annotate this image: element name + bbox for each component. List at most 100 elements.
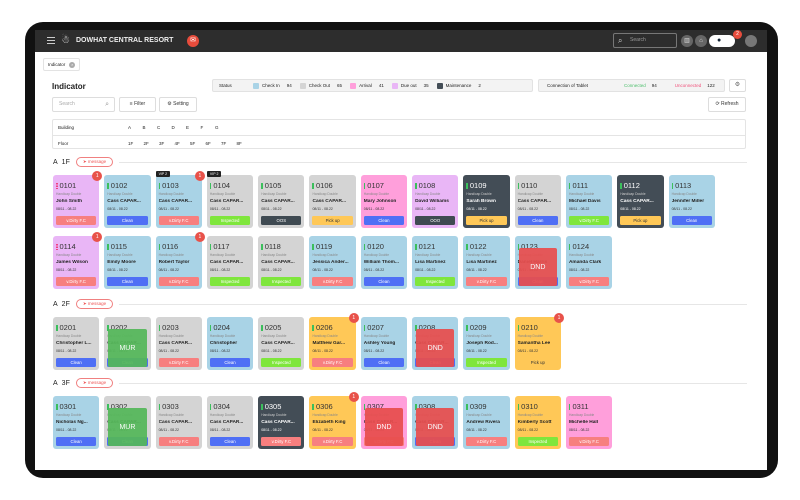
housekeeping-status-button[interactable]: Clean <box>363 216 405 225</box>
room-card[interactable]: 0115 Handicap Double Emily Moore 08/11 - 08… <box>104 236 151 289</box>
housekeeping-status-button[interactable]: v.Dirty F.C <box>158 216 199 225</box>
building-option-F[interactable]: F <box>200 125 204 130</box>
room-card[interactable]: 0204 Handicap Double Christopher 08/11 - 08… <box>206 317 254 370</box>
housekeeping-status-button[interactable]: Clean <box>107 216 148 225</box>
room-card[interactable]: 0118 Handicap Double Cass CAPAR... 08/11 - … <box>258 236 305 289</box>
housekeeping-status-button[interactable]: v.Dirty F.C <box>466 277 507 286</box>
room-card[interactable]: 0207 Handicap Double Ashley Young 08/11 - 0… <box>360 317 408 370</box>
room-card[interactable]: 0102 Handicap Double Cass CAPAR... 08/11 - … <box>104 175 151 228</box>
building-option-E[interactable]: E <box>186 125 190 130</box>
floor-option-7F[interactable]: 7F <box>221 140 227 146</box>
room-card[interactable]: 0124 Handicap Double Amanda Clark 08/11 - 0… <box>565 236 613 289</box>
floor-option-1F[interactable]: 1F <box>128 140 134 146</box>
header-search-input[interactable]: ⌕ Search <box>613 33 677 48</box>
housekeeping-status-button[interactable]: Pick up <box>466 216 507 225</box>
room-card[interactable]: 0304 Handicap Double Cass CAPAR... 08/11 - … <box>206 396 254 449</box>
housekeeping-status-button[interactable]: Clean <box>517 216 558 225</box>
housekeeping-status-button[interactable]: Clean <box>209 437 251 446</box>
room-card[interactable]: 0122 Handicap Double Lisa Martinez 08/11 - … <box>463 236 510 289</box>
floor-option-8F[interactable]: 8F <box>236 140 242 146</box>
room-card[interactable]: 0105 Handicap Double Cass CAPAR... 08/11 - … <box>258 175 305 228</box>
room-card[interactable]: 0206 Handicap Double Matthew Gar... 08/11 -… <box>309 313 359 370</box>
housekeeping-status-button[interactable]: Inspected <box>415 277 456 286</box>
building-option-C[interactable]: C <box>157 125 161 130</box>
housekeeping-status-button[interactable]: v.Dirty F.C <box>568 216 610 225</box>
room-card[interactable]: 0303 Handicap Double Cass CAPAR... 08/11 - … <box>155 396 202 449</box>
room-card[interactable]: 0123Handicap DoubleDaniel Harris08/11 - … <box>514 236 561 289</box>
settings-icon-button[interactable]: ⚙ <box>729 79 746 92</box>
housekeeping-status-button[interactable]: v.Dirty F.C <box>158 358 199 367</box>
room-card[interactable]: 0108 Handicap Double David Williams 08/11 -… <box>412 175 459 228</box>
room-card[interactable]: 0109 Handicap Double Sarah Brown 08/11 - 08… <box>463 175 510 228</box>
room-card[interactable]: 0305 Handicap Double Cass CAPAR... 08/11 - … <box>258 396 305 449</box>
housekeeping-status-button[interactable]: Clean <box>56 437 97 446</box>
housekeeping-status-button[interactable]: Inspected <box>261 358 302 367</box>
building-option-B[interactable]: B <box>142 125 146 130</box>
room-card[interactable]: 0103 Handicap Double Cass CAPAR... 08/11 - … <box>155 171 205 228</box>
room-card[interactable]: 0301 Handicap Double Nicholas Ng... 08/11 -… <box>53 396 100 449</box>
room-card[interactable]: 0311 Handicap Double Michelle Hall 08/11 - … <box>565 396 613 449</box>
room-card[interactable]: 0111 Handicap Double Michael Davis 08/11 - … <box>565 175 613 228</box>
room-card[interactable]: 0201 Handicap Double Christopher L... 08/11… <box>53 317 100 370</box>
housekeeping-status-button[interactable]: Inspected <box>517 437 558 446</box>
message-button[interactable]: ➤ message <box>75 378 114 388</box>
housekeeping-status-button[interactable]: Pick up <box>312 216 353 225</box>
housekeeping-status-button[interactable]: v.Dirty F.C <box>56 216 97 225</box>
building-option-A[interactable]: A <box>128 125 132 130</box>
housekeeping-status-button[interactable]: v.Dirty F.C <box>312 277 353 286</box>
housekeeping-status-button[interactable]: v.Dirty F.C <box>56 277 97 286</box>
housekeeping-status-button[interactable]: Inspected <box>466 358 507 367</box>
avatar[interactable] <box>745 35 757 47</box>
room-card[interactable]: 0119 Handicap Double Jessica Ander... 08/11… <box>309 236 356 289</box>
room-card[interactable]: 0106 Handicap Double Cass CAPAR... 08/11 - … <box>309 175 356 228</box>
housekeeping-status-button[interactable]: Clean <box>209 358 251 367</box>
room-card[interactable]: 0209 Handicap Double Joseph Rod... 08/11 - … <box>463 317 510 370</box>
housekeeping-status-button[interactable]: Clean <box>363 358 405 367</box>
housekeeping-status-button[interactable]: v.Dirty F.C <box>568 277 610 286</box>
mail-icon[interactable]: ✉ <box>187 35 199 47</box>
housekeeping-status-button[interactable]: v.Dirty F.C <box>158 277 199 286</box>
room-card[interactable]: 0309 Handicap Double Andrew Rivera 08/11 - … <box>463 396 510 449</box>
room-card[interactable]: 0203 Handicap Double Cass CAPAR... 08/11 - … <box>155 317 202 370</box>
housekeeping-status-button[interactable]: Pick up <box>620 216 661 225</box>
building-icon[interactable]: ▥ <box>681 35 693 47</box>
housekeeping-status-button[interactable]: v.Dirty F.C <box>312 437 353 446</box>
room-card[interactable]: 0104 Handicap Double Cass CAPAR... 08/11 - … <box>206 171 254 228</box>
room-card[interactable]: 0114 Handicap Double James Wilson 08/11 - 0… <box>53 232 103 289</box>
room-card[interactable]: 0113 Handicap Double Jennifer Miller 08/11 … <box>668 175 715 228</box>
housekeeping-status-button[interactable]: Clean <box>363 277 405 286</box>
housekeeping-status-button[interactable]: OOO <box>415 216 456 225</box>
notification-toggle[interactable]: ● <box>709 35 735 47</box>
room-card[interactable]: 0107 Handicap Double Mary Johnson 08/11 - 0… <box>360 175 408 228</box>
floor-option-6F[interactable]: 6F <box>205 140 211 146</box>
housekeeping-status-button[interactable]: v.Dirty F.C <box>158 437 199 446</box>
room-card[interactable]: 0306 Handicap Double Elizabeth King 08/11 -… <box>309 392 359 449</box>
room-card[interactable]: 0117 Handicap Double Cass CAPAR... 08/11 - … <box>206 236 254 289</box>
building-option-G[interactable]: G <box>215 125 219 130</box>
room-card[interactable]: 0210 Handicap Double Samantha Lee 08/11 - 0… <box>514 313 564 370</box>
housekeeping-status-button[interactable]: v.Dirty F.C <box>312 358 353 367</box>
room-card[interactable]: 0121 Handicap Double Lisa Martinez 08/11 - … <box>412 236 459 289</box>
housekeeping-status-button[interactable]: Clean <box>56 358 97 367</box>
refresh-button[interactable]: ⟳ Refresh <box>708 97 746 112</box>
message-button[interactable]: ➤ message <box>75 157 114 167</box>
housekeeping-status-button[interactable]: Inspected <box>261 277 302 286</box>
room-card[interactable]: 0205 Handicap Double Cass CAPAR... 08/11 - … <box>258 317 305 370</box>
close-icon[interactable]: × <box>69 61 76 68</box>
housekeeping-status-button[interactable]: Inspected <box>209 277 251 286</box>
housekeeping-status-button[interactable]: Clean <box>671 216 712 225</box>
housekeeping-status-button[interactable]: Inspected <box>209 216 251 225</box>
housekeeping-status-button[interactable]: v.Dirty F.C <box>466 437 507 446</box>
search-input[interactable]: Search ⌕ <box>52 97 115 112</box>
menu-icon[interactable] <box>47 37 55 44</box>
housekeeping-status-button[interactable]: OOS <box>261 216 302 225</box>
tab-indicator[interactable]: Indicator × <box>43 58 81 71</box>
room-card[interactable]: 0101 Handicap Double John Smith 08/11 - 08.… <box>53 171 103 228</box>
floor-option-4F[interactable]: 4F <box>174 140 180 146</box>
floor-option-5F[interactable]: 5F <box>190 140 196 146</box>
floor-option-2F[interactable]: 2F <box>143 140 149 146</box>
